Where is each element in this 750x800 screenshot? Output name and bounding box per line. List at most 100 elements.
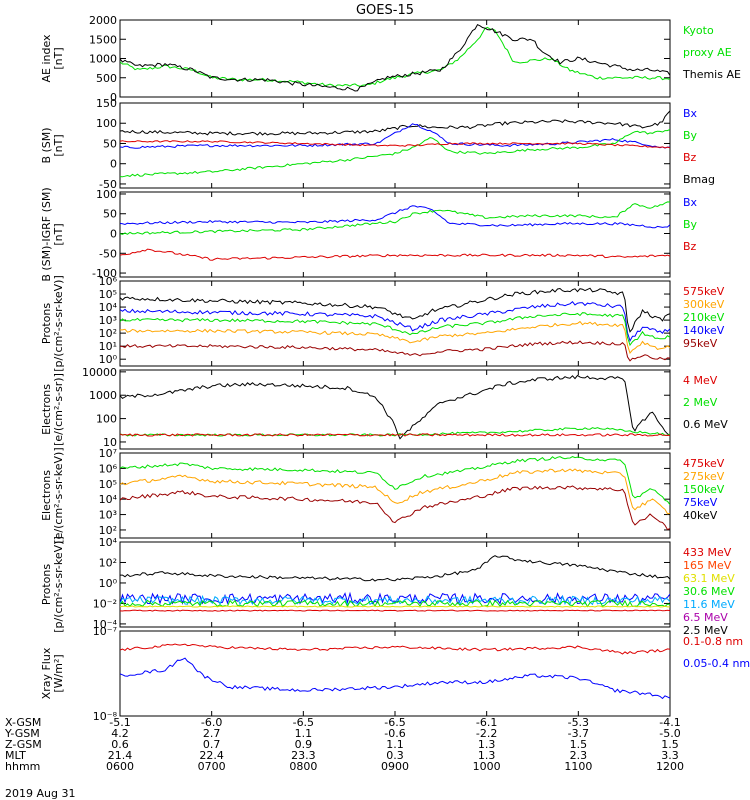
y-tick-label: 10 (103, 436, 117, 449)
legend-entry: Bz (683, 240, 697, 253)
legend-entry: Bx (683, 196, 698, 209)
orbit-row-label: hhmm (5, 760, 40, 773)
y-tick-label: 10² (99, 556, 117, 569)
y-tick-label: 100 (96, 117, 117, 130)
legend-entry: 300keV (683, 298, 725, 311)
y-axis-label: [nT] (52, 223, 65, 245)
series-line (120, 643, 670, 655)
y-tick-label: 10⁻⁸ (93, 710, 118, 723)
legend-entry: By (683, 129, 698, 142)
orbit-row-label: Y-GSM (4, 727, 40, 740)
y-axis-label: B (SM) (40, 127, 53, 163)
orbit-value: 22.4 (199, 749, 224, 762)
orbit-value: 1000 (473, 760, 501, 773)
y-tick-label: 100 (96, 188, 117, 201)
panel-bsm: -50 0 50 100 150 B (SM) [nT] Bx By Bz Bmag (40, 97, 715, 191)
orbit-value: -6.5 (384, 716, 405, 729)
legend-entry: 75keV (683, 496, 718, 509)
series-line (120, 110, 670, 136)
orbit-value: -6.0 (201, 716, 222, 729)
legend-entry: 165 MeV (683, 559, 732, 572)
legend-entry: Kyoto (683, 24, 714, 37)
y-tick-label: 0 (110, 91, 117, 104)
panel-protons_mev: 10⁻⁴ 10⁻² 10⁰ 10² 10⁴ Protons [p/(cm²-s-sr-keV… (40, 536, 735, 637)
orbit-value: 0.6 (111, 738, 129, 751)
series-line (120, 248, 670, 261)
orbit-value: -4.1 (659, 716, 680, 729)
y-tick-label: 10⁶ (99, 275, 118, 288)
y-tick-label: 10⁴ (99, 301, 118, 314)
y-tick-label: 50 (103, 208, 117, 221)
y-tick-label: 10³ (99, 509, 117, 522)
orbit-value: -0.6 (384, 727, 405, 740)
series-line (120, 433, 670, 437)
y-tick-label: -50 (99, 247, 117, 260)
legend-entry: 6.5 MeV (683, 611, 728, 624)
y-axis-label: [p/(cm²-s-sr-keV)] (52, 275, 65, 372)
series-line (120, 456, 670, 505)
legend-entry: 30.6 MeV (683, 585, 735, 598)
y-tick-label: 10⁵ (99, 478, 117, 491)
legend-entry: By (683, 218, 698, 231)
series-line (120, 320, 670, 355)
panel-electrons_kev: 10² 10³ 10⁴ 10⁵ 10⁶ 10⁷ Electrons [e/(cm²-s-sr-… (40, 447, 725, 544)
series-line (120, 26, 670, 88)
orbit-value: -5.3 (568, 716, 589, 729)
legend-entry: Themis AE (682, 68, 741, 81)
series-line (120, 140, 670, 149)
series-line (120, 591, 670, 606)
y-tick-label: 10⁰ (99, 577, 118, 590)
orbit-value: 1.5 (661, 738, 679, 751)
legend-entry: 475keV (683, 457, 725, 470)
orbit-value: 2.3 (570, 749, 588, 762)
legend-entry: 210keV (683, 311, 725, 324)
legend-entry: Bmag (683, 173, 715, 186)
y-tick-label: 10³ (99, 314, 117, 327)
series-line (120, 123, 670, 149)
series-line (120, 609, 670, 612)
y-tick-label: 2000 (89, 14, 117, 27)
legend-entry: 275keV (683, 470, 725, 483)
orbit-value: -6.1 (476, 716, 497, 729)
series-line (120, 24, 670, 92)
y-axis-label: [nT] (52, 134, 65, 156)
orbit-value: 1.5 (570, 738, 588, 751)
orbit-value: 1100 (564, 760, 592, 773)
legend-entry: 2 MeV (683, 396, 718, 409)
legend-entry: 150keV (683, 483, 725, 496)
legend-entry: 575keV (683, 285, 725, 298)
y-axis-label: Protons (40, 564, 53, 605)
legend-entry: 4 MeV (683, 374, 718, 387)
orbit-value: -5.1 (109, 716, 130, 729)
legend-entry: 0.05-0.4 nm (683, 657, 750, 670)
orbit-row-label: MLT (5, 749, 26, 762)
chart-title: GOES-15 (356, 3, 414, 18)
orbit-value: -6.5 (293, 716, 314, 729)
panel-ae: 0 500 1000 1500 2000 AE index [nT] Kyoto proxy A… (40, 14, 741, 104)
y-tick-label: 10⁻⁴ (93, 618, 118, 631)
y-axis-label: [p/(cm²-s-sr-keV)] (52, 536, 65, 633)
legend-entry: 0.6 MeV (683, 418, 728, 431)
y-axis-label: B (SM)-IGRF (SM) (40, 187, 53, 281)
legend-entry: 2.5 MeV (683, 624, 728, 637)
series-line (120, 599, 670, 608)
legend-entry: 433 MeV (683, 546, 732, 559)
panel-frame (119, 19, 671, 98)
y-axis-label: [nT] (52, 47, 65, 69)
panel-xray: 10⁻⁸ 10⁻⁷ Xray Flux [W/m²] 0.1-0.8 nm 0.05-0.… (40, 625, 750, 723)
y-tick-label: 100 (96, 413, 117, 426)
y-tick-label: 0 (110, 158, 117, 171)
series-line (120, 287, 670, 333)
orbit-value: 1.3 (478, 749, 496, 762)
panel-frame (119, 191, 671, 278)
legend-entry: Bz (683, 151, 697, 164)
y-axis-label: Electrons (40, 470, 53, 521)
y-tick-label: -50 (99, 178, 117, 191)
y-tick-label: 10⁵ (99, 288, 117, 301)
panel-electrons_mev: 10 100 1000 10000 Electrons [e/(cm²-s-sr)] 4 M… (40, 366, 728, 450)
y-tick-label: 10⁶ (99, 462, 118, 475)
series-line (120, 205, 670, 229)
